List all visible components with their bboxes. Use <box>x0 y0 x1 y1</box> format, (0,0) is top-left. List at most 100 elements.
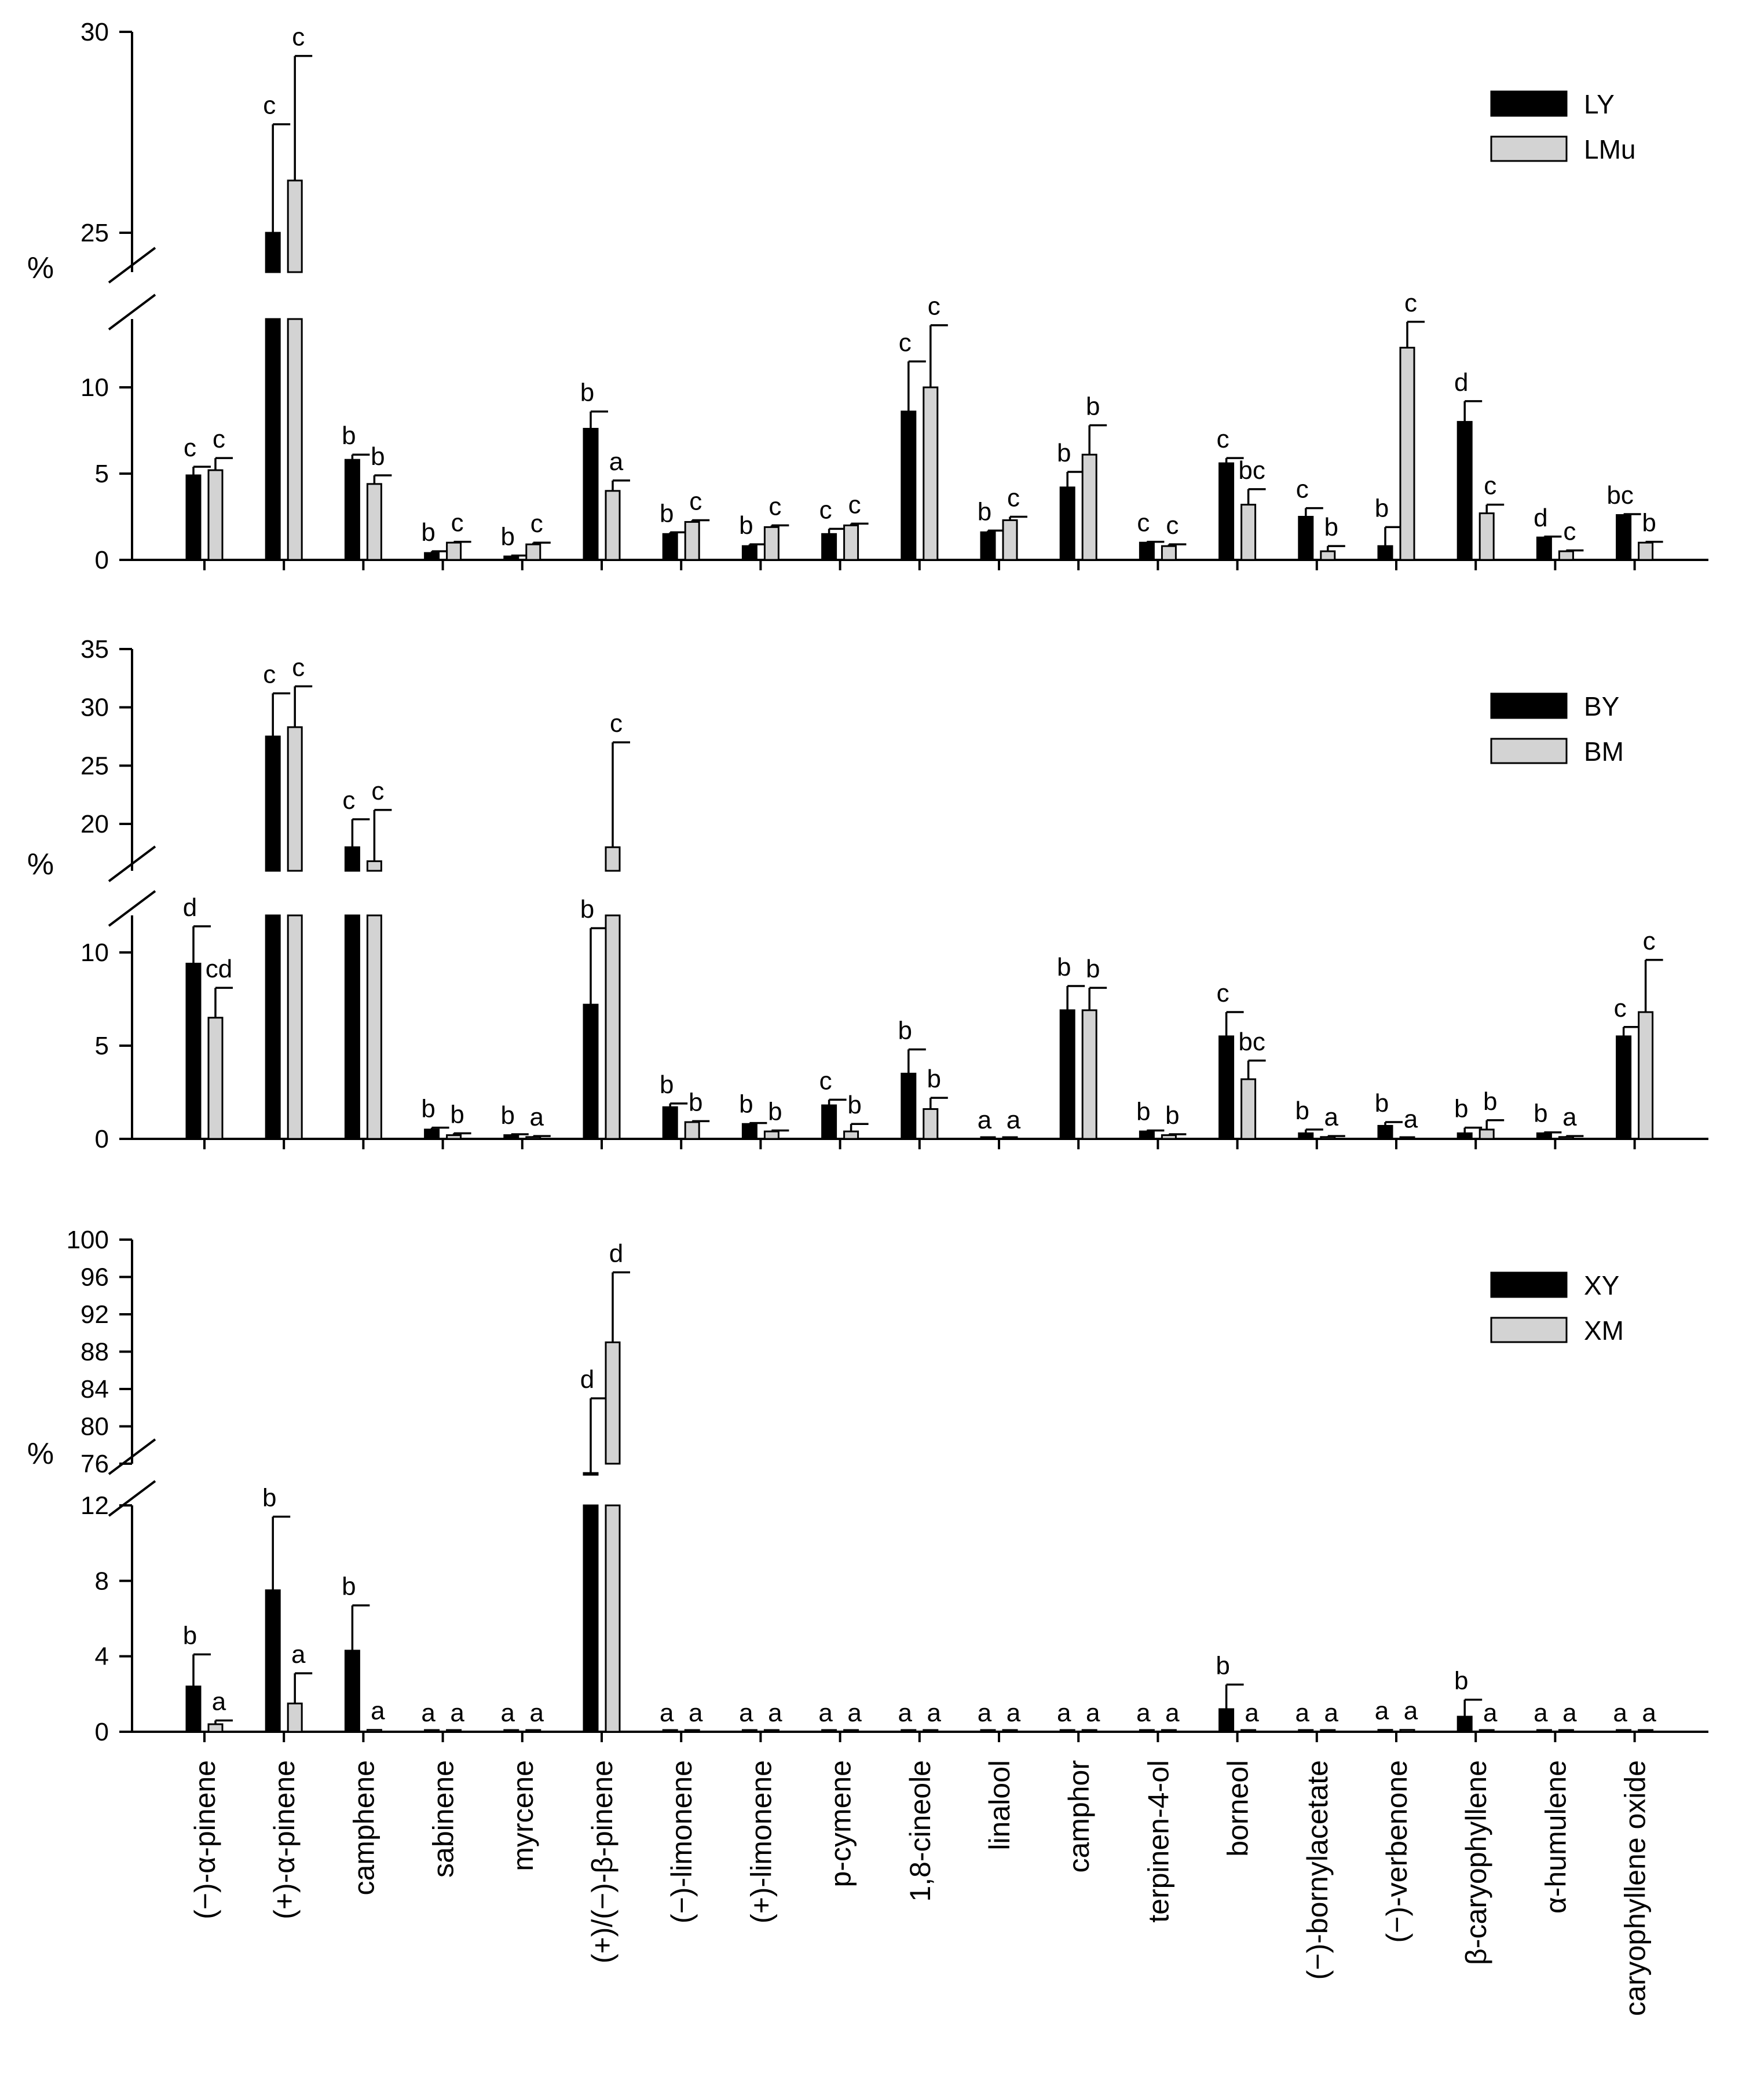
axis-break-mark <box>108 1480 156 1517</box>
y-tick-label: 30 <box>80 694 109 722</box>
category-label: (−)-bornylacetate <box>1301 1760 1334 1980</box>
bar-XM-11 <box>1081 1729 1097 1733</box>
bar-XM-6 <box>684 1729 700 1733</box>
bar-LY-16 <box>1456 421 1473 561</box>
bar-BY-13 <box>1218 1035 1235 1140</box>
category-label: myrcene <box>507 1760 539 1871</box>
bar-XM-7 <box>763 1729 779 1733</box>
significance-letter: c <box>768 492 781 521</box>
bar-BM-10 <box>1002 1136 1018 1140</box>
y-tick-label: 12 <box>80 1491 109 1520</box>
significance-letter: a <box>978 1106 992 1134</box>
significance-letter: d <box>1534 504 1547 532</box>
bar-BY-1-upper <box>265 735 281 872</box>
significance-letter: b <box>898 1016 912 1044</box>
axis-break-mark <box>108 1438 156 1475</box>
bar-XY-3 <box>424 1729 440 1733</box>
significance-letter: bc <box>1238 456 1265 485</box>
significance-letter: b <box>1216 1652 1229 1680</box>
bar-XM-14 <box>1320 1729 1336 1733</box>
bar-XY-2 <box>344 1650 360 1733</box>
bar-BY-8 <box>821 1104 837 1140</box>
axis-break-mark <box>108 247 156 284</box>
bar-XY-13 <box>1218 1708 1235 1733</box>
significance-letter: b <box>262 1484 276 1512</box>
y-tick-label: 0 <box>95 546 109 574</box>
y-tick-label: 30 <box>80 18 109 46</box>
y-tick-label: 20 <box>80 810 109 838</box>
bar-LMu-16 <box>1478 512 1495 561</box>
significance-letter: c <box>848 490 861 519</box>
bar-LY-6 <box>662 533 678 561</box>
bar-LY-18 <box>1616 514 1632 561</box>
significance-letter: a <box>1613 1699 1627 1727</box>
legend-label-LY: LY <box>1584 89 1615 119</box>
significance-letter: b <box>1483 1087 1497 1116</box>
bar-BM-4 <box>525 1136 541 1140</box>
bar-LMu-1-lower <box>287 318 303 561</box>
significance-letter: b <box>501 523 515 551</box>
significance-letter: b <box>1057 953 1071 981</box>
bar-XM-13 <box>1240 1729 1257 1733</box>
bar-LY-4 <box>503 555 519 561</box>
significance-letter: a <box>1086 1699 1100 1727</box>
legend-label-BM: BM <box>1584 736 1624 767</box>
bar-BM-0 <box>207 1017 224 1140</box>
significance-letter: b <box>1295 1097 1309 1125</box>
y-tick-label: 5 <box>95 460 109 488</box>
significance-letter: c <box>292 23 305 52</box>
y-tick-label: 5 <box>95 1032 109 1060</box>
y-tick-label: 100 <box>67 1226 109 1254</box>
significance-letter: a <box>1562 1699 1577 1727</box>
significance-letter: c <box>263 661 276 689</box>
bar-LY-8 <box>821 533 837 561</box>
significance-letter: c <box>1643 927 1656 955</box>
significance-letter: b <box>421 1095 435 1123</box>
y-tick-label: 10 <box>80 373 109 402</box>
y-axis-label: % <box>27 848 54 881</box>
bar-XM-1 <box>287 1702 303 1733</box>
bar-LMu-15 <box>1399 346 1415 561</box>
bar-BY-3 <box>424 1128 440 1140</box>
bar-LMu-9 <box>923 386 939 561</box>
bar-BM-7 <box>763 1130 779 1140</box>
significance-letter: a <box>1483 1699 1498 1727</box>
significance-letter: b <box>342 1573 356 1601</box>
bar-XY-5-upper <box>583 1472 599 1476</box>
bar-BM-13 <box>1240 1078 1257 1140</box>
significance-letter: c <box>213 425 225 453</box>
significance-letter: a <box>609 448 624 476</box>
significance-letter: a <box>291 1640 306 1669</box>
significance-letter: a <box>1404 1697 1418 1725</box>
category-label: terpinen-4-ol <box>1142 1760 1174 1923</box>
significance-letter: b <box>927 1065 941 1093</box>
significance-letter: c <box>1563 518 1576 546</box>
significance-letter: d <box>1454 368 1468 397</box>
bar-LY-9 <box>901 411 917 561</box>
bar-LY-0 <box>185 474 202 561</box>
bar-BM-15 <box>1399 1136 1415 1140</box>
bar-BM-12 <box>1161 1134 1177 1140</box>
bar-BY-17 <box>1536 1132 1552 1140</box>
significance-letter: b <box>580 895 594 923</box>
bar-LMu-17 <box>1558 550 1574 561</box>
significance-letter: b <box>739 1090 753 1119</box>
significance-letter: a <box>739 1699 753 1727</box>
y-tick-label: 0 <box>95 1718 109 1746</box>
bar-XM-9 <box>923 1729 939 1733</box>
bar-XM-18 <box>1638 1729 1654 1733</box>
bar-LY-15 <box>1377 545 1393 561</box>
bar-LMu-1-upper <box>287 179 303 273</box>
bar-XM-10 <box>1002 1729 1018 1733</box>
significance-letter: b <box>1086 955 1100 983</box>
y-tick-label: 76 <box>80 1450 109 1478</box>
significance-letter: d <box>580 1365 594 1394</box>
bar-BY-4 <box>503 1134 519 1140</box>
bar-XM-0 <box>207 1723 224 1733</box>
category-label: α-humulene <box>1539 1760 1572 1914</box>
significance-letter: a <box>1404 1105 1418 1133</box>
bar-XM-5-upper <box>605 1341 621 1465</box>
significance-letter: a <box>1007 1699 1021 1727</box>
bar-BY-16 <box>1456 1132 1473 1140</box>
